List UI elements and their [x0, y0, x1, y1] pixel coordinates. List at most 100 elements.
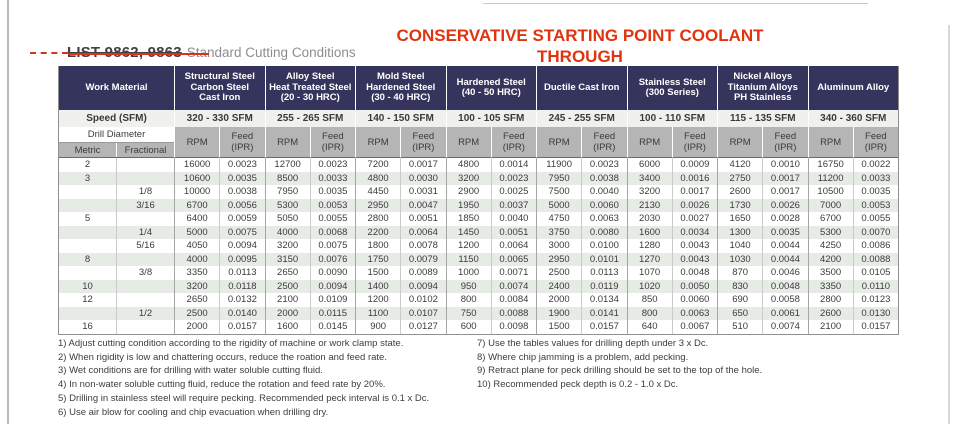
rpm-value: 2100 — [264, 293, 310, 307]
feed-value: 0.0113 — [219, 266, 265, 280]
feed-value: 0.0055 — [309, 212, 355, 226]
rpm-value: 7950 — [536, 171, 582, 185]
feed-header: Feed (IPR) — [671, 127, 717, 158]
feed-value: 0.0075 — [309, 239, 355, 253]
fractional-cell: 5/16 — [116, 239, 174, 253]
feed-value: 0.0040 — [581, 185, 627, 199]
feed-value: 0.0101 — [581, 252, 627, 266]
feed-value: 0.0134 — [581, 293, 627, 307]
fractional-cell — [116, 252, 174, 266]
rpm-value: 1650 — [717, 212, 763, 226]
feed-value: 0.0107 — [400, 306, 446, 320]
feed-value: 0.0034 — [671, 225, 717, 239]
rpm-value: 1150 — [445, 252, 491, 266]
feed-value: 0.0094 — [309, 279, 355, 293]
feed-value: 0.0035 — [219, 171, 265, 185]
feed-header: Feed (IPR) — [852, 127, 898, 158]
rpm-value: 1600 — [264, 320, 310, 334]
rpm-value: 4000 — [264, 225, 310, 239]
feed-value: 0.0010 — [762, 158, 808, 172]
rpm-value: 870 — [717, 266, 763, 280]
rpm-header: RPM — [174, 127, 220, 158]
feed-value: 0.0070 — [852, 225, 898, 239]
feed-value: 0.0017 — [671, 185, 717, 199]
feed-value: 0.0035 — [309, 185, 355, 199]
fractional-cell: 1/4 — [116, 225, 174, 239]
page-subtitle: Standard Cutting Conditions — [186, 45, 356, 60]
rpm-value: 6000 — [626, 158, 672, 172]
footnote: 1) Adjust cutting condition according to… — [58, 338, 404, 349]
material-header: Nickel Alloys Titanium Alloys PH Stainless — [717, 66, 808, 110]
rpm-value: 1950 — [445, 198, 491, 212]
rpm-value: 7200 — [355, 158, 401, 172]
rpm-value: 1030 — [717, 252, 763, 266]
rpm-value: 1200 — [445, 239, 491, 253]
feed-value: 0.0017 — [762, 185, 808, 199]
rpm-value: 4450 — [355, 185, 401, 199]
feed-value: 0.0132 — [219, 293, 265, 307]
speed-value: 100 - 110 SFM — [626, 110, 717, 127]
rpm-value: 4750 — [536, 212, 582, 226]
material-header: Structural Steel Carbon Steel Cast Iron — [174, 66, 265, 110]
feed-value: 0.0059 — [219, 212, 265, 226]
feed-value: 0.0076 — [309, 252, 355, 266]
rpm-value: 5000 — [536, 198, 582, 212]
work-material-header: Work Material — [59, 66, 174, 110]
feed-value: 0.0078 — [400, 239, 446, 253]
feed-value: 0.0035 — [852, 185, 898, 199]
feed-value: 0.0115 — [309, 306, 355, 320]
rpm-value: 1040 — [717, 239, 763, 253]
rpm-value: 2000 — [264, 306, 310, 320]
rpm-value: 950 — [445, 279, 491, 293]
feed-value: 0.0075 — [219, 225, 265, 239]
feed-value: 0.0067 — [671, 320, 717, 334]
fractional-cell — [116, 212, 174, 226]
feed-value: 0.0123 — [852, 293, 898, 307]
rpm-value: 830 — [717, 279, 763, 293]
material-header: Ductile Cast Iron — [536, 66, 627, 110]
rpm-value: 8500 — [264, 171, 310, 185]
feed-value: 0.0094 — [400, 279, 446, 293]
feed-value: 0.0089 — [400, 266, 446, 280]
rpm-value: 4120 — [717, 158, 763, 172]
rpm-value: 1300 — [717, 225, 763, 239]
metric-cell — [59, 239, 116, 253]
right-page-rule — [948, 25, 950, 424]
metric-cell: 2 — [59, 158, 116, 172]
rpm-value: 5300 — [264, 198, 310, 212]
speed-row-label: Speed (SFM) — [59, 110, 174, 127]
feed-value: 0.0095 — [219, 252, 265, 266]
rpm-value: 10000 — [174, 185, 220, 199]
feed-value: 0.0074 — [490, 279, 536, 293]
feed-value: 0.0130 — [852, 306, 898, 320]
metric-cell: 12 — [59, 293, 116, 307]
rpm-value: 4050 — [174, 239, 220, 253]
rpm-value: 5300 — [807, 225, 853, 239]
fractional-cell — [116, 293, 174, 307]
feed-value: 0.0064 — [400, 225, 446, 239]
rpm-value: 3150 — [264, 252, 310, 266]
feed-value: 0.0043 — [671, 252, 717, 266]
metric-cell — [59, 266, 116, 280]
feed-value: 0.0014 — [490, 158, 536, 172]
rpm-value: 1070 — [626, 266, 672, 280]
rpm-value: 3200 — [264, 239, 310, 253]
rpm-value: 5000 — [174, 225, 220, 239]
feed-value: 0.0033 — [852, 171, 898, 185]
rpm-value: 2650 — [174, 293, 220, 307]
metric-cell — [59, 185, 116, 199]
feed-value: 0.0088 — [490, 306, 536, 320]
rpm-value: 2800 — [355, 212, 401, 226]
feed-value: 0.0094 — [219, 239, 265, 253]
feed-value: 0.0031 — [400, 185, 446, 199]
feed-value: 0.0043 — [671, 239, 717, 253]
fractional-column-label: Fractional — [116, 143, 174, 157]
rpm-value: 2000 — [174, 320, 220, 334]
feed-value: 0.0063 — [671, 306, 717, 320]
footnote: 9) Retract plane for peck drilling shoul… — [477, 365, 763, 377]
drill-diameter-label: Drill Diameter — [59, 127, 174, 143]
speed-value: 340 - 360 SFM — [807, 110, 898, 127]
material-header: Mold Steel Hardened Steel (30 - 40 HRC) — [355, 66, 446, 110]
fractional-cell — [116, 158, 174, 172]
rpm-value: 2000 — [536, 293, 582, 307]
